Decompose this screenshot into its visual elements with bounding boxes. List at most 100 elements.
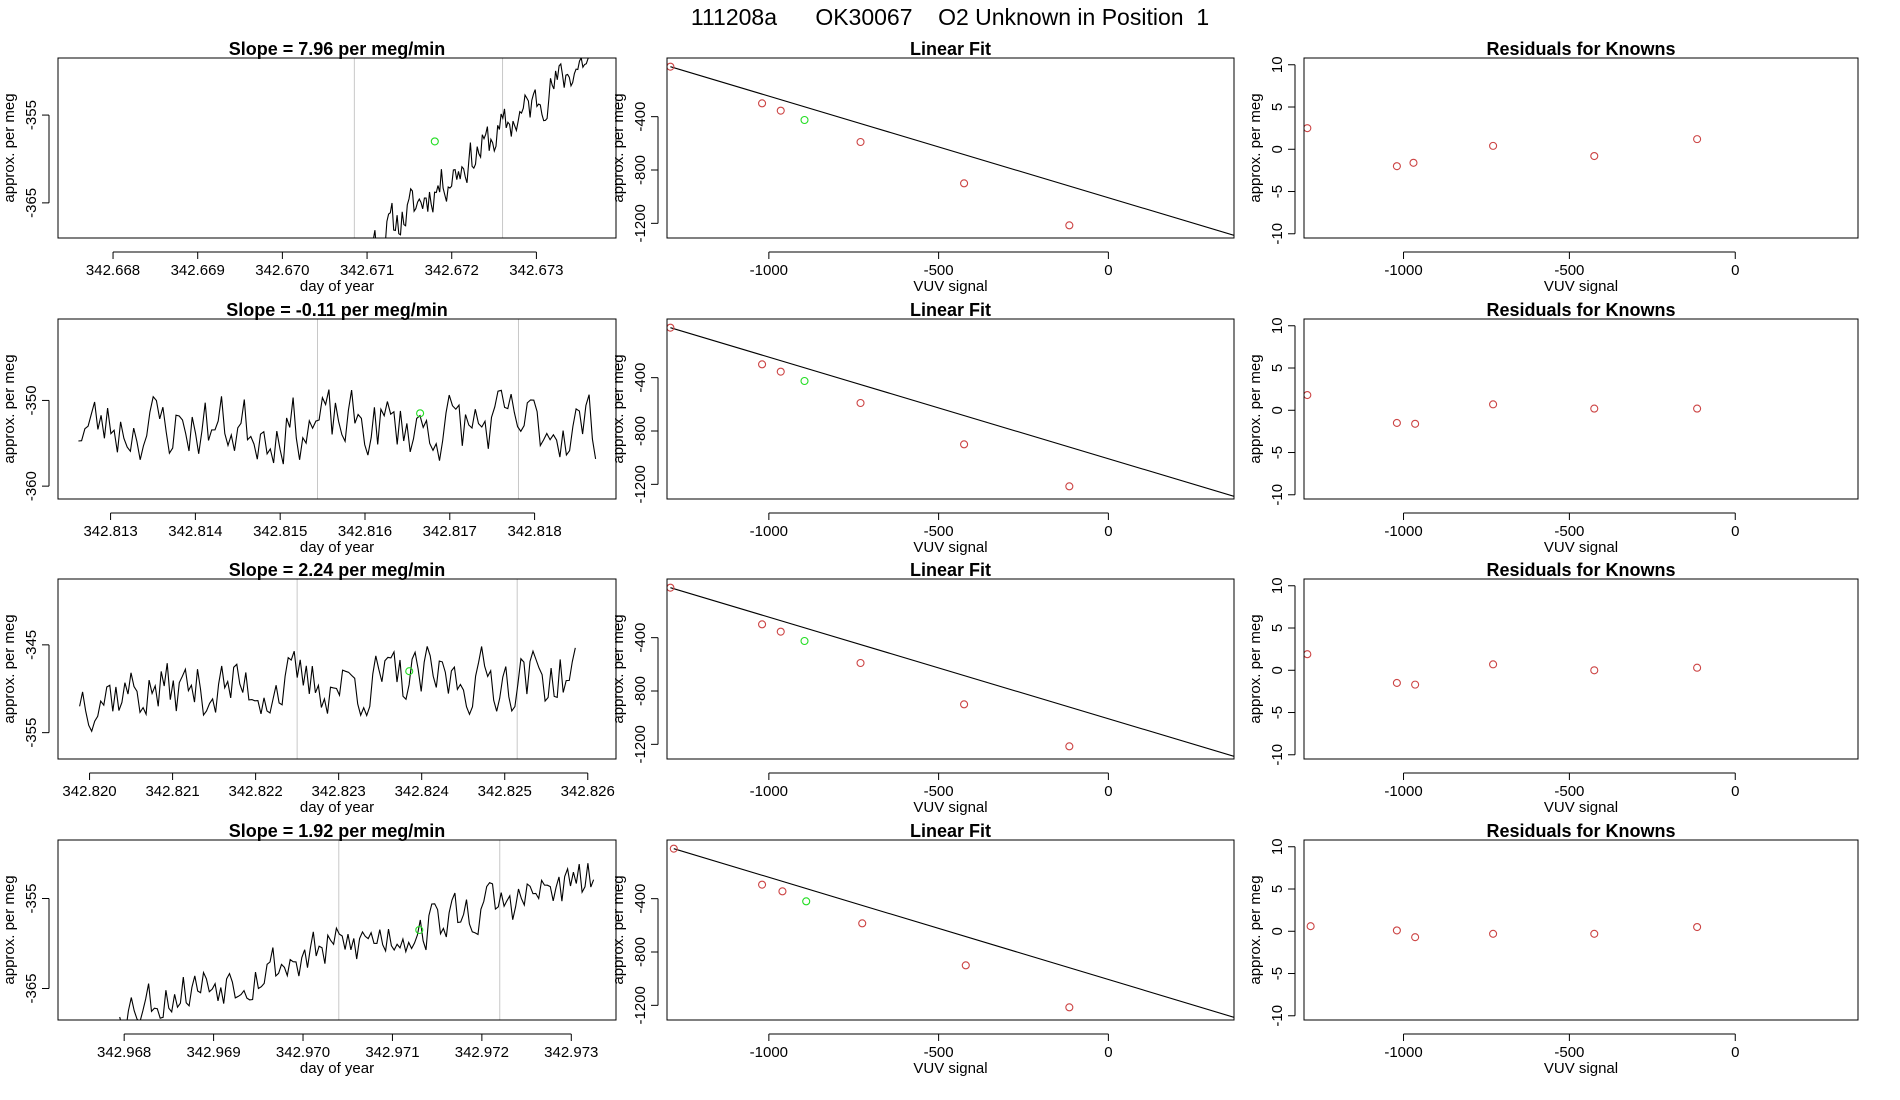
y-axis-label: approx. per meg <box>1247 875 1264 984</box>
y-tick-label: -5 <box>1269 446 1286 459</box>
x-tick-label: 342.815 <box>253 523 307 540</box>
x-tick-label: 342.824 <box>395 783 449 800</box>
known-point <box>776 627 785 636</box>
panel-title: Linear Fit <box>910 300 991 320</box>
panel-fit-row-1: Linear Fit -1000 -500 0 VUV signal -400 -800 -1… <box>610 39 1235 295</box>
unknown-point <box>405 667 414 676</box>
x-tick-label: -500 <box>924 523 954 540</box>
x-tick-label: 342.823 <box>312 783 366 800</box>
x-axis-label: VUV signal <box>913 1060 987 1077</box>
y-tick-label: -10 <box>1269 484 1286 506</box>
y-tick-label: 10 <box>1269 56 1286 73</box>
panel-trace-row-3: Slope = 2.24 per meg/min 342.820 342.821 34… <box>1 560 617 816</box>
x-tick-label: 342.669 <box>171 262 225 279</box>
y-axis-label: approx. per meg <box>1 614 18 723</box>
panel-title: Slope = 2.24 per meg/min <box>229 560 446 580</box>
known-point <box>1409 158 1418 167</box>
y-tick-label: -5 <box>1269 967 1286 980</box>
y-tick-label: 10 <box>1269 317 1286 334</box>
known-point <box>1489 400 1498 409</box>
y-tick-label: -1200 <box>632 465 649 503</box>
known-point <box>1392 926 1401 935</box>
y-axis-label: approx. per meg <box>1247 93 1264 202</box>
fit-line <box>673 848 1234 1018</box>
fit-line <box>670 327 1234 497</box>
known-point <box>960 179 969 188</box>
x-axis-label: day of year <box>300 278 374 295</box>
y-tick-label: 10 <box>1269 577 1286 594</box>
x-tick-label: -500 <box>1554 262 1584 279</box>
plot-area <box>79 579 576 759</box>
x-axis-label: day of year <box>300 799 374 816</box>
y-tick-label: -800 <box>632 937 649 967</box>
x-tick-label: 342.822 <box>229 783 283 800</box>
known-point <box>1306 922 1315 931</box>
known-point <box>1304 124 1312 133</box>
known-point <box>1411 680 1420 689</box>
plot-area <box>1304 124 1702 171</box>
panels-container: Slope = 7.96 per meg/min 342.668 342.669 34… <box>1 39 1859 1077</box>
known-point <box>776 106 785 115</box>
panel-resid-row-2: Residuals for Knowns -1000 -500 0 VUV signal… <box>1247 300 1859 556</box>
known-point <box>856 137 865 147</box>
known-point <box>1693 135 1702 144</box>
plot-area <box>667 323 1234 497</box>
plot-frame <box>666 318 1235 500</box>
plot-frame <box>1303 318 1859 500</box>
data-series-line <box>78 389 597 465</box>
y-tick-label: 0 <box>1269 406 1286 414</box>
y-axis-label: approx. per meg <box>610 354 627 463</box>
y-tick-label: 5 <box>1269 885 1286 893</box>
x-axis-label: day of year <box>300 1060 374 1077</box>
known-point <box>1411 933 1420 942</box>
fit-line <box>670 587 1234 757</box>
known-point <box>1590 929 1599 938</box>
unknown-point <box>800 115 809 125</box>
y-tick-label: -5 <box>1269 706 1286 719</box>
known-point <box>758 880 767 889</box>
panel-title: Linear Fit <box>910 821 991 841</box>
known-point <box>667 62 675 71</box>
x-tick-label: 0 <box>1104 523 1112 540</box>
x-tick-label: 0 <box>1104 1044 1112 1061</box>
x-axis-label: day of year <box>300 539 374 556</box>
y-tick-label: -365 <box>23 188 40 218</box>
y-axis-label: approx. per meg <box>1247 354 1264 463</box>
panel-trace-row-2: Slope = -0.11 per meg/min 342.813 342.814 3… <box>1 300 617 556</box>
plot-area <box>667 62 1234 236</box>
x-tick-label: 342.671 <box>340 262 394 279</box>
plot-area <box>1304 650 1702 689</box>
known-point <box>1489 929 1498 938</box>
unknown-point <box>416 409 425 418</box>
panel-title: Slope = -0.11 per meg/min <box>226 300 448 320</box>
plot-area <box>353 58 590 238</box>
panel-title: Residuals for Knowns <box>1486 39 1675 59</box>
x-tick-label: 0 <box>1104 783 1112 800</box>
y-tick-label: -400 <box>632 102 649 132</box>
panel-trace-row-1: Slope = 7.96 per meg/min 342.668 342.669 34… <box>1 39 617 295</box>
x-tick-label: -500 <box>924 262 954 279</box>
panel-title: Slope = 1.92 per meg/min <box>229 821 446 841</box>
y-tick-label: 5 <box>1269 364 1286 372</box>
x-tick-label: 342.814 <box>168 523 222 540</box>
y-tick-label: -10 <box>1269 223 1286 245</box>
plot-frame <box>1303 57 1859 239</box>
panel-title: Slope = 7.96 per meg/min <box>229 39 446 59</box>
plot-area <box>1304 391 1702 428</box>
known-point <box>1304 391 1312 400</box>
x-tick-label: 342.816 <box>338 523 392 540</box>
x-tick-label: 0 <box>1731 262 1739 279</box>
y-tick-label: 0 <box>1269 145 1286 153</box>
x-tick-label: 342.970 <box>276 1044 330 1061</box>
x-tick-label: 0 <box>1104 262 1112 279</box>
y-tick-label: -345 <box>23 630 40 660</box>
x-tick-label: -1000 <box>1384 262 1422 279</box>
unknown-point <box>430 137 439 146</box>
known-point <box>776 367 785 376</box>
unknown-point <box>415 925 424 935</box>
known-point <box>1065 742 1074 751</box>
y-tick-label: -10 <box>1269 1005 1286 1027</box>
known-point <box>1065 1003 1074 1012</box>
panel-trace-row-4: Slope = 1.92 per meg/min 342.968 342.969 34… <box>1 821 617 1077</box>
